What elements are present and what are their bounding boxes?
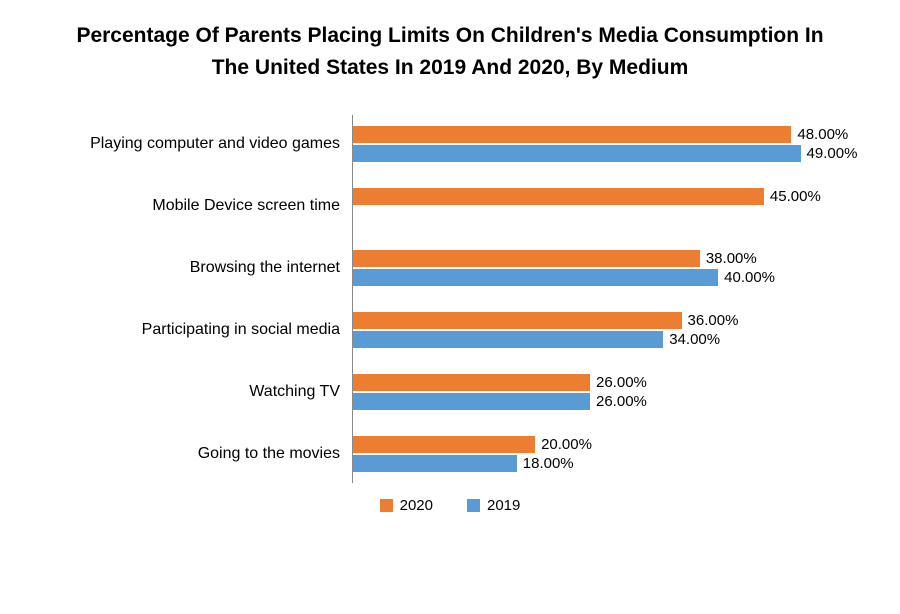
category-label: Going to the movies — [197, 445, 340, 462]
bar-group: 48.00% 49.00% — [352, 125, 857, 163]
bar-2020 — [352, 250, 700, 267]
legend-swatch-2020 — [379, 499, 393, 512]
category-label: Participating in social media — [141, 321, 340, 338]
bar-line: 26.00% — [352, 393, 828, 410]
category-label: Playing computer and video games — [90, 135, 340, 152]
value-label: 45.00% — [769, 188, 821, 205]
bar-group: 38.00% 40.00% — [352, 249, 828, 287]
value-label: 26.00% — [596, 393, 647, 410]
value-label: 49.00% — [806, 145, 858, 162]
bar-2020 — [352, 188, 764, 205]
bar-group: 36.00% 34.00% — [352, 311, 828, 349]
chart-rows: Playing computer and video games 48.00% 49… — [0, 113, 900, 485]
bar-group: 20.00% 18.00% — [352, 435, 828, 473]
value-label: 20.00% — [541, 436, 592, 453]
chart-row: Browsing the internet 38.00% 40.00% — [0, 237, 900, 299]
y-axis-line — [352, 115, 353, 483]
bar-group: 45.00% — [352, 187, 828, 225]
bar-line: 18.00% — [352, 455, 828, 472]
legend-swatch-2019 — [467, 499, 480, 512]
bar-line: 36.00% — [352, 312, 828, 329]
bar-line: 34.00% — [352, 331, 828, 348]
bar-2019 — [352, 393, 590, 410]
bar-line: 49.00% — [352, 145, 857, 162]
legend-label-2020: 2020 — [399, 497, 433, 514]
legend-label-2019: 2019 — [487, 497, 521, 514]
legend-item-2020: 2020 — [379, 497, 433, 514]
chart-legend: 2020 2019 — [0, 497, 900, 514]
value-label: 26.00% — [596, 374, 647, 391]
chart-row: Playing computer and video games 48.00% 49… — [0, 113, 900, 175]
bar-2019 — [352, 331, 664, 348]
legend-item-2019: 2019 — [467, 497, 520, 514]
chart-row: Participating in social media 36.00% 34.00… — [0, 299, 900, 361]
category-label: Browsing the internet — [189, 259, 340, 276]
bar-2020 — [352, 374, 590, 391]
value-label: 40.00% — [724, 269, 776, 286]
value-label: 48.00% — [797, 126, 849, 143]
bar-line: 48.00% — [352, 126, 848, 143]
bar-2019 — [352, 455, 517, 472]
bar-2020 — [352, 312, 682, 329]
bar-group: 26.00% 26.00% — [352, 373, 828, 411]
bar-2020 — [352, 126, 792, 143]
chart-body: Playing computer and video games 48.00% 49… — [0, 113, 900, 485]
bar-line: 40.00% — [352, 269, 828, 286]
bar-2019 — [352, 269, 719, 286]
chart-page: Percentage Of Parents Placing Limits On … — [0, 20, 900, 614]
value-label: 38.00% — [705, 250, 757, 267]
bar-line: 38.00% — [352, 250, 828, 267]
chart-title: Percentage Of Parents Placing Limits On … — [76, 24, 824, 79]
value-label: 18.00% — [522, 455, 574, 472]
bar-2020 — [352, 436, 536, 453]
value-label: 36.00% — [687, 312, 739, 329]
chart-row: Going to the movies 20.00% 18.00% — [0, 423, 900, 485]
category-label: Mobile Device screen time — [152, 197, 340, 214]
bar-line: 45.00% — [352, 188, 828, 205]
bar-line — [352, 207, 828, 224]
category-label: Watching TV — [249, 383, 340, 400]
value-label: 34.00% — [669, 331, 721, 348]
bar-line: 26.00% — [352, 374, 828, 391]
chart-row: Watching TV 26.00% 26.00% — [0, 361, 900, 423]
bar-2019 — [352, 145, 801, 162]
bar-line: 20.00% — [352, 436, 828, 453]
chart-row: Mobile Device screen time 45.00% — [0, 175, 900, 237]
